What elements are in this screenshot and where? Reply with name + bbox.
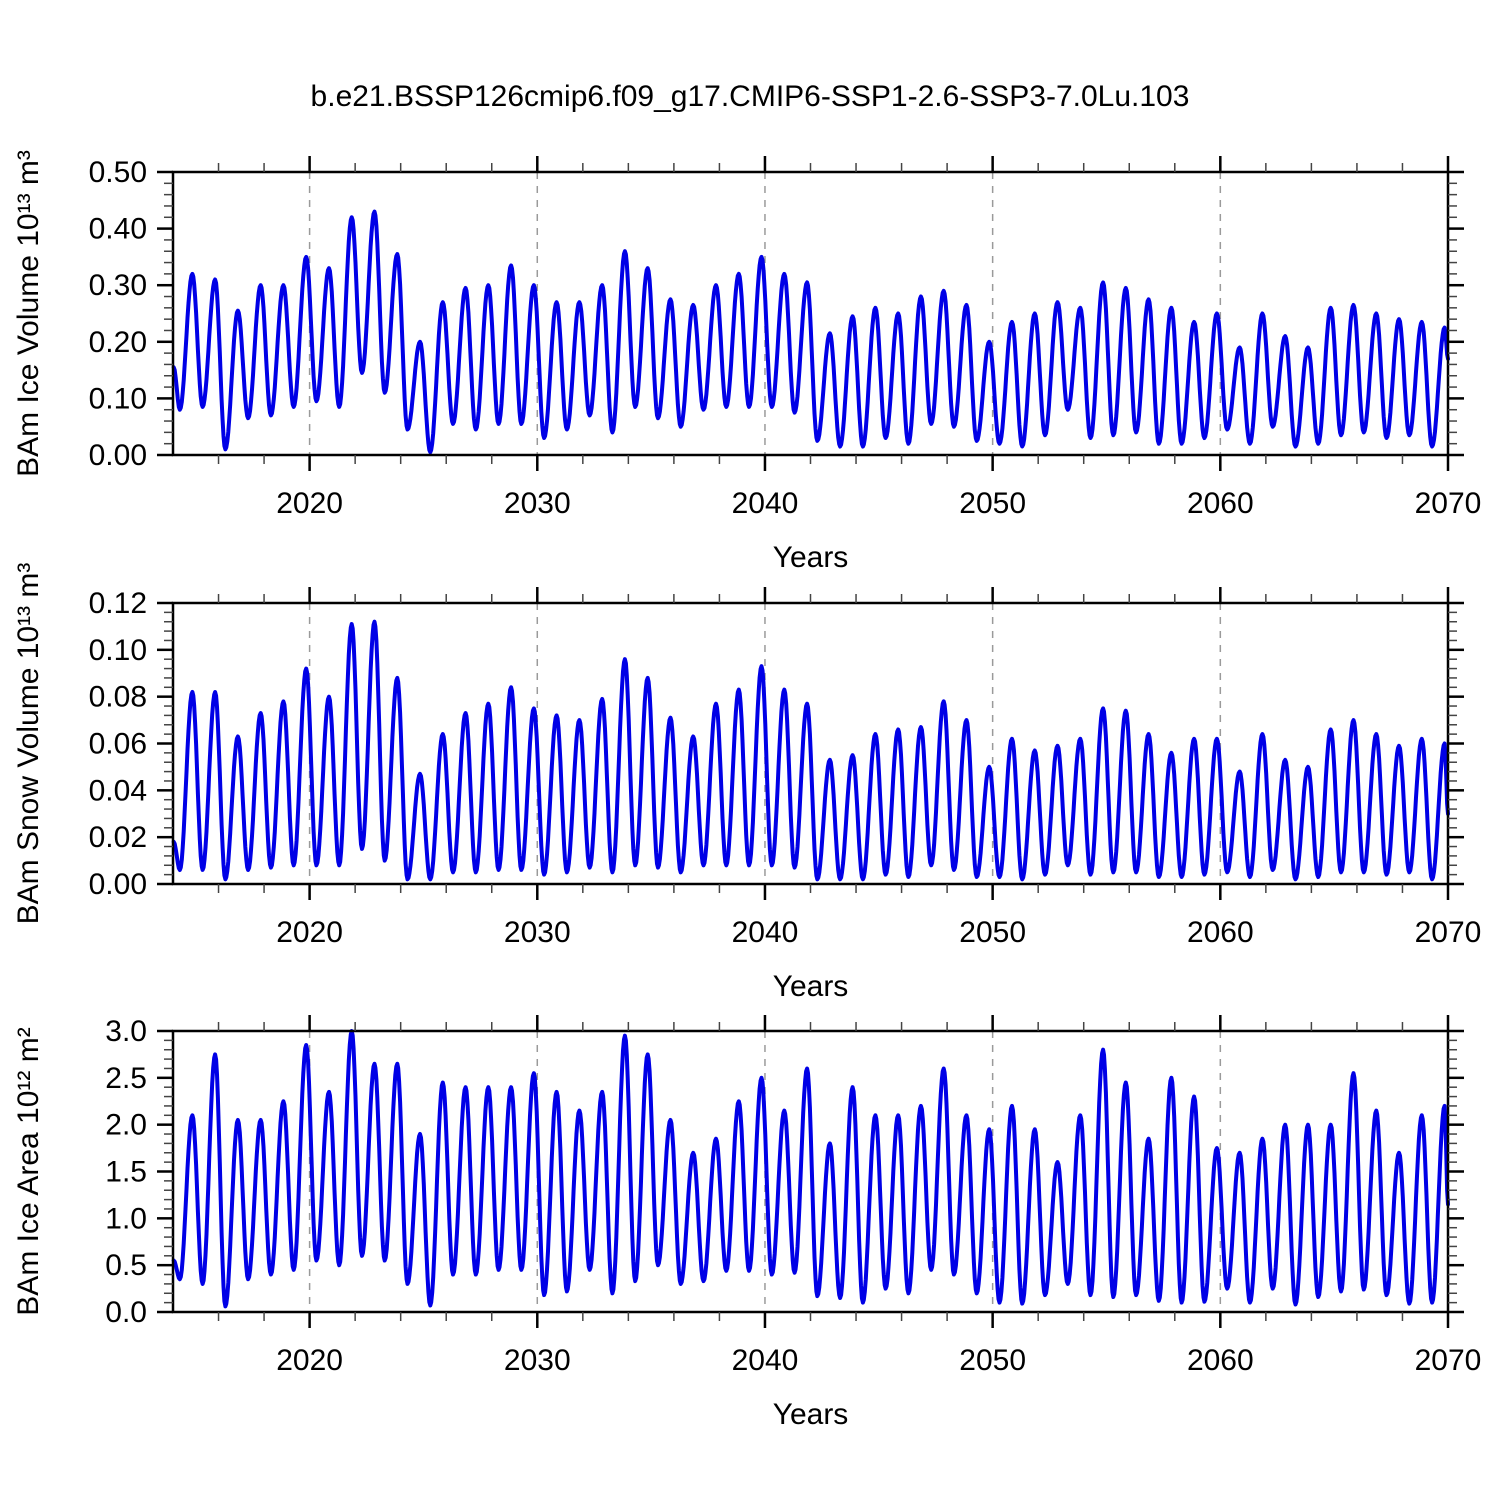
- x-tick-label: 2050: [959, 1344, 1026, 1377]
- x-tick-label: 2070: [1415, 1344, 1482, 1377]
- y-tick-label: 2.5: [105, 1062, 147, 1095]
- y-tick-label: 2.0: [105, 1109, 147, 1142]
- panel-bam-ice-volume: 2020 2030 2040 2050 2060 2070 0.00 0.10 0.20 0.30…: [12, 150, 1481, 574]
- bam-ice-volume-line: [171, 209, 1450, 455]
- y-tick-label: 0.10: [89, 634, 147, 667]
- x-tick-label: 2030: [504, 916, 571, 949]
- y-axis-label: BAm Snow Volume 10¹³ m³: [12, 563, 45, 925]
- y-tick-label: 0.02: [89, 821, 147, 854]
- y-tick-label: 1.5: [105, 1156, 147, 1189]
- x-tick-label: 2070: [1415, 487, 1482, 520]
- panel-bam-ice-area: 2020 2030 2040 2050 2060 2070 0.0 0.5 1.0 1.5 2.0 2…: [12, 1015, 1481, 1431]
- y-tick-label: 0.30: [89, 269, 147, 302]
- x-tick-label: 2020: [276, 916, 343, 949]
- y-tick-label: 0.10: [89, 382, 147, 415]
- y-tick-label: 0.06: [89, 728, 147, 761]
- panel-bam-snow-volume: 2020 2030 2040 2050 2060 2070 0.00 0.02 0.04 0.06…: [12, 563, 1481, 1003]
- y-tick-label: 0.04: [89, 774, 147, 807]
- y-tick-label: 3.0: [105, 1015, 147, 1048]
- y-tick-label: 0.00: [89, 868, 147, 901]
- x-tick-label: 2030: [504, 1344, 571, 1377]
- x-axis-label: Years: [773, 970, 849, 1003]
- y-tick-label: 0.5: [105, 1249, 147, 1282]
- y-axis-label: BAm Ice Area 10¹² m²: [12, 1027, 45, 1315]
- x-tick-label: 2050: [959, 487, 1026, 520]
- x-tick-label: 2060: [1187, 1344, 1254, 1377]
- x-tick-label: 2040: [732, 1344, 799, 1377]
- x-tick-label: 2020: [276, 1344, 343, 1377]
- x-tick-label: 2060: [1187, 487, 1254, 520]
- y-tick-label: 0.40: [89, 213, 147, 246]
- x-tick-label: 2040: [732, 487, 799, 520]
- x-tick-label: 2030: [504, 487, 571, 520]
- x-tick-label: 2070: [1415, 916, 1482, 949]
- x-axis-label: Years: [773, 541, 849, 574]
- y-tick-label: 0.12: [89, 587, 147, 620]
- y-tick-label: 0.00: [89, 439, 147, 472]
- y-axis-label: BAm Ice Volume 10¹³ m³: [12, 150, 45, 477]
- plot-title: b.e21.BSSP126cmip6.f09_g17.CMIP6-SSP1-2.…: [310, 80, 1190, 113]
- x-tick-label: 2050: [959, 916, 1026, 949]
- x-axis-label: Years: [773, 1398, 849, 1431]
- bam-ice-area-line: [171, 1029, 1450, 1309]
- y-tick-label: 0.0: [105, 1296, 147, 1329]
- bam-snow-volume-line: [171, 619, 1450, 882]
- x-tick-label: 2020: [276, 487, 343, 520]
- y-tick-label: 0.50: [89, 156, 147, 189]
- x-tick-label: 2040: [732, 916, 799, 949]
- y-tick-label: 0.08: [89, 681, 147, 714]
- x-tick-label: 2060: [1187, 916, 1254, 949]
- y-tick-label: 0.20: [89, 326, 147, 359]
- y-tick-label: 1.0: [105, 1202, 147, 1235]
